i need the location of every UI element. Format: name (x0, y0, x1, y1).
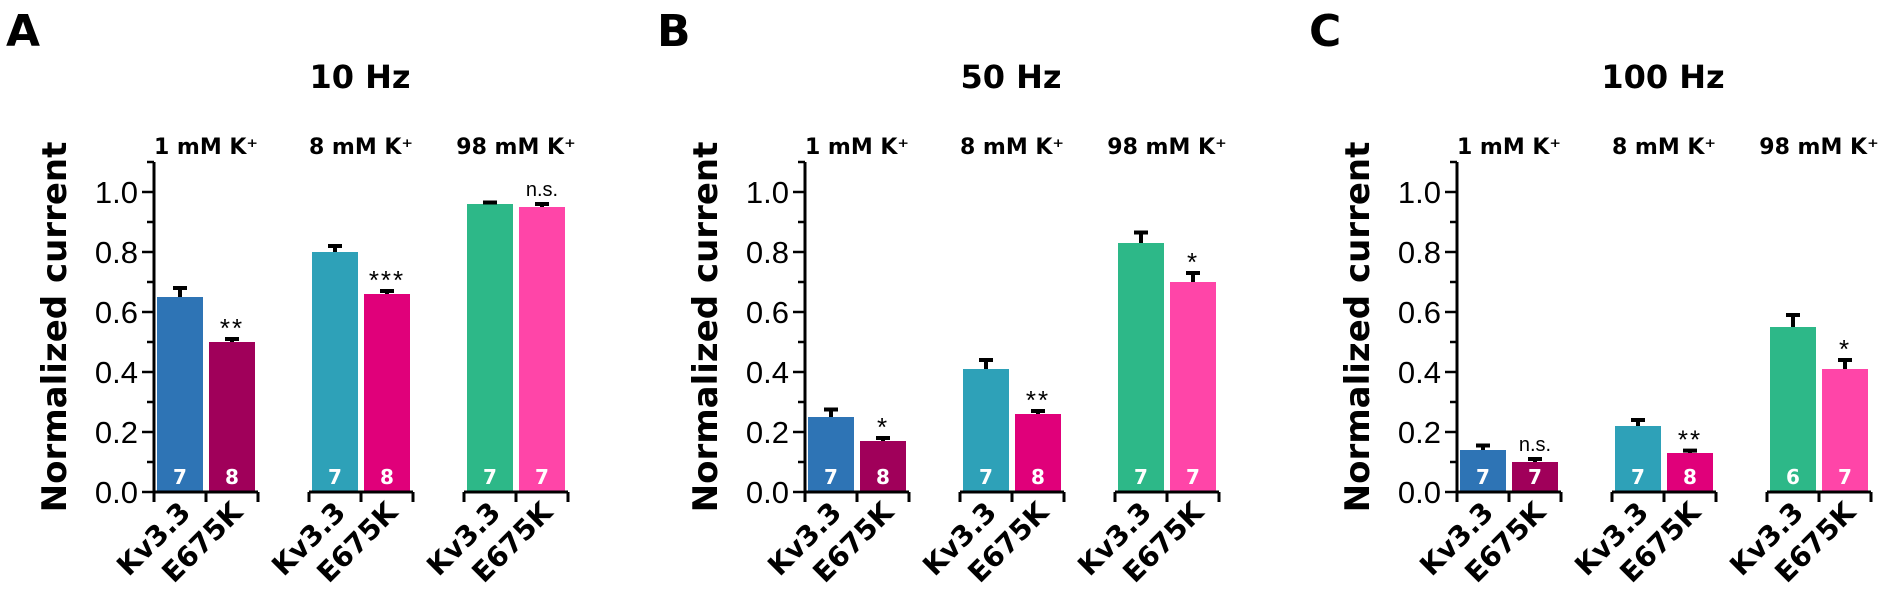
bar-kv33 (1118, 243, 1164, 491)
n-label: 8 (1031, 465, 1045, 489)
y-tick-label: 0.2 (95, 415, 138, 450)
y-tick-label: 1.0 (746, 175, 789, 210)
group-label: 1 mM K⁺ (154, 135, 258, 160)
n-label: 7 (483, 465, 497, 489)
bar-e675k (1667, 453, 1713, 491)
bar-kv33 (467, 204, 513, 491)
significance-label: ** (1026, 385, 1050, 415)
n-label: 7 (979, 465, 993, 489)
group-label: 8 mM K⁺ (309, 135, 413, 160)
y-tick-label: 0.6 (1398, 295, 1441, 330)
bar-kv33 (1460, 450, 1506, 491)
bar-kv33 (808, 417, 854, 491)
y-tick-label: 0.8 (746, 235, 789, 270)
n-label: 8 (225, 465, 239, 489)
y-tick-label: 1.0 (95, 175, 138, 210)
y-tick-label: 0.8 (95, 235, 138, 270)
bar-e675k (1015, 414, 1061, 491)
bar-e675k (364, 294, 410, 491)
significance-label: * (1839, 334, 1851, 364)
y-axis-title: Normalized current (686, 142, 726, 513)
y-tick-label: 0.2 (1398, 415, 1441, 450)
bar-kv33 (312, 252, 358, 491)
significance-label: *** (369, 265, 405, 295)
n-label: 7 (328, 465, 342, 489)
group-label: 1 mM K⁺ (805, 135, 909, 160)
y-tick-label: 0.4 (746, 355, 789, 390)
y-axis-title: Normalized current (1338, 142, 1378, 513)
n-label: 7 (1476, 465, 1490, 489)
bar-kv33 (157, 297, 203, 491)
n-label: 7 (1631, 465, 1645, 489)
significance-label: n.s. (1519, 434, 1551, 456)
bar-e675k (519, 207, 565, 491)
y-tick-label: 0.0 (746, 475, 789, 510)
bar-e675k (1170, 282, 1216, 491)
panel-a: A 10 Hz Normalized current 0.0 0.2 0.4 0.6 0.8 1… (6, 6, 576, 589)
panel-label: C (1309, 6, 1341, 57)
n-label: 6 (1786, 465, 1800, 489)
significance-label: ** (220, 313, 244, 343)
significance-label: * (877, 412, 889, 442)
group-label: 8 mM K⁺ (960, 135, 1064, 160)
panel-b: B 50 Hz Normalized current 0.0 0.2 0.4 0.6 0.8 1… (657, 6, 1227, 589)
y-tick-label: 0.0 (95, 475, 138, 510)
group-label: 98 mM K⁺ (1107, 135, 1226, 160)
bar-e675k (860, 441, 906, 491)
n-label: 8 (876, 465, 890, 489)
panel-title: 10 Hz (309, 58, 410, 96)
panel-title: 100 Hz (1601, 58, 1724, 96)
panel-label: A (6, 6, 40, 57)
group-label: 98 mM K⁺ (456, 135, 575, 160)
significance-label: * (1187, 247, 1199, 277)
n-label: 7 (1186, 465, 1200, 489)
y-tick-label: 0.4 (1398, 355, 1441, 390)
y-tick-label: 0.6 (746, 295, 789, 330)
bar-e675k (209, 342, 255, 491)
n-label: 7 (1134, 465, 1148, 489)
bar-e675k (1512, 462, 1558, 491)
panel-title: 50 Hz (960, 58, 1061, 96)
bar-kv33 (1615, 426, 1661, 491)
significance-label: n.s. (526, 179, 558, 201)
n-label: 7 (535, 465, 549, 489)
y-tick-label: 0.4 (95, 355, 138, 390)
significance-label: ** (1678, 425, 1702, 455)
bar-e675k (1822, 369, 1868, 491)
bar-kv33 (963, 369, 1009, 491)
group-label: 8 mM K⁺ (1612, 135, 1716, 160)
n-label: 8 (1683, 465, 1697, 489)
n-label: 8 (380, 465, 394, 489)
n-label: 7 (1528, 465, 1542, 489)
group-label: 98 mM K⁺ (1759, 135, 1878, 160)
y-tick-label: 0.2 (746, 415, 789, 450)
panel-c: C 100 Hz Normalized current 0.0 0.2 0.4 0.6 0.8… (1309, 6, 1879, 589)
panel-label: B (657, 6, 691, 57)
y-tick-label: 0.6 (95, 295, 138, 330)
group-label: 1 mM K⁺ (1457, 135, 1561, 160)
y-tick-label: 0.8 (1398, 235, 1441, 270)
n-label: 7 (824, 465, 838, 489)
n-label: 7 (173, 465, 187, 489)
bar-kv33 (1770, 327, 1816, 491)
y-tick-label: 0.0 (1398, 475, 1441, 510)
y-axis-title: Normalized current (35, 142, 75, 513)
n-label: 7 (1838, 465, 1852, 489)
y-tick-label: 1.0 (1398, 175, 1441, 210)
